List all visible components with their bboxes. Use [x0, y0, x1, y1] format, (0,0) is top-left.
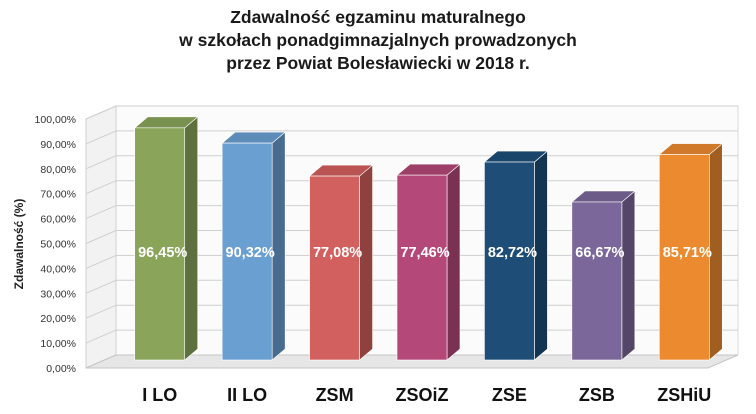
bar [133, 116, 199, 361]
bar [658, 142, 724, 361]
y-axis-ticks: 0,00% 10,00% 20,00% 30,00% 40,00% 50,00% 60,00… [35, 114, 76, 375]
data-labels: 96,45% 90,32% 77,08% 77,46% 82,72% 66,67% 85,7… [138, 245, 712, 261]
chart-title-line: Zdawalność egzaminu maturalnego [230, 7, 526, 27]
bar-side [359, 164, 373, 361]
y-tick-label: 50,00% [40, 239, 76, 251]
bar-front [571, 201, 623, 361]
y-tick-label: 100,00% [35, 114, 76, 126]
bar [221, 131, 286, 361]
x-axis-ticks: I LO II LO ZSM ZSOiZ ZSE ZSB ZSHiU [142, 385, 711, 405]
y-tick-label: 40,00% [40, 263, 76, 275]
bar-front [484, 161, 535, 361]
bar-side [621, 190, 636, 361]
data-label: 77,46% [400, 245, 449, 261]
y-tick-label: 80,00% [40, 164, 76, 176]
bar [396, 163, 461, 361]
chart-title-line: w szkołach ponadgimnazjalnych prowadzony… [179, 30, 577, 50]
y-tick-label: 30,00% [40, 288, 76, 300]
bar [483, 150, 549, 361]
y-tick-label: 90,00% [40, 139, 76, 151]
bar [308, 164, 374, 361]
gridline [85, 105, 738, 120]
y-tick-label: 60,00% [40, 214, 76, 226]
x-tick-label: ZSHiU [657, 385, 711, 405]
data-label: 77,08% [313, 245, 362, 261]
data-label: 82,72% [488, 245, 537, 261]
bar-front [396, 174, 448, 361]
x-tick-label: II LO [227, 385, 267, 405]
x-tick-label: I LO [142, 385, 177, 405]
x-tick-label: ZSOiZ [396, 385, 449, 405]
x-tick-label: ZSM [316, 385, 354, 405]
x-tick-label: ZSE [492, 385, 527, 405]
data-label: 90,32% [226, 245, 275, 261]
bar-front [221, 142, 273, 361]
data-label: 85,71% [663, 245, 712, 261]
data-label: 66,67% [575, 245, 624, 261]
bar-side [184, 116, 199, 361]
bar-side [446, 163, 461, 361]
y-axis-label: Zdawalność (%) [12, 199, 26, 290]
bar [571, 190, 636, 361]
gridline [85, 130, 738, 145]
bar-front [134, 127, 186, 361]
chart-title: Zdawalność egzaminu maturalnego w szkoła… [0, 6, 756, 75]
data-label: 96,45% [138, 245, 187, 261]
x-tick-label: ZSB [579, 385, 615, 405]
y-tick-label: 0,00% [46, 363, 76, 375]
y-tick-label: 70,00% [40, 189, 76, 201]
bar-front [658, 154, 710, 361]
chart-title-line: przez Powiat Bolesławiecki w 2018 r. [226, 53, 530, 73]
y-tick-label: 20,00% [40, 313, 76, 325]
y-tick-label: 10,00% [40, 338, 76, 350]
chart-bars [133, 116, 724, 361]
bar-front [309, 175, 360, 361]
